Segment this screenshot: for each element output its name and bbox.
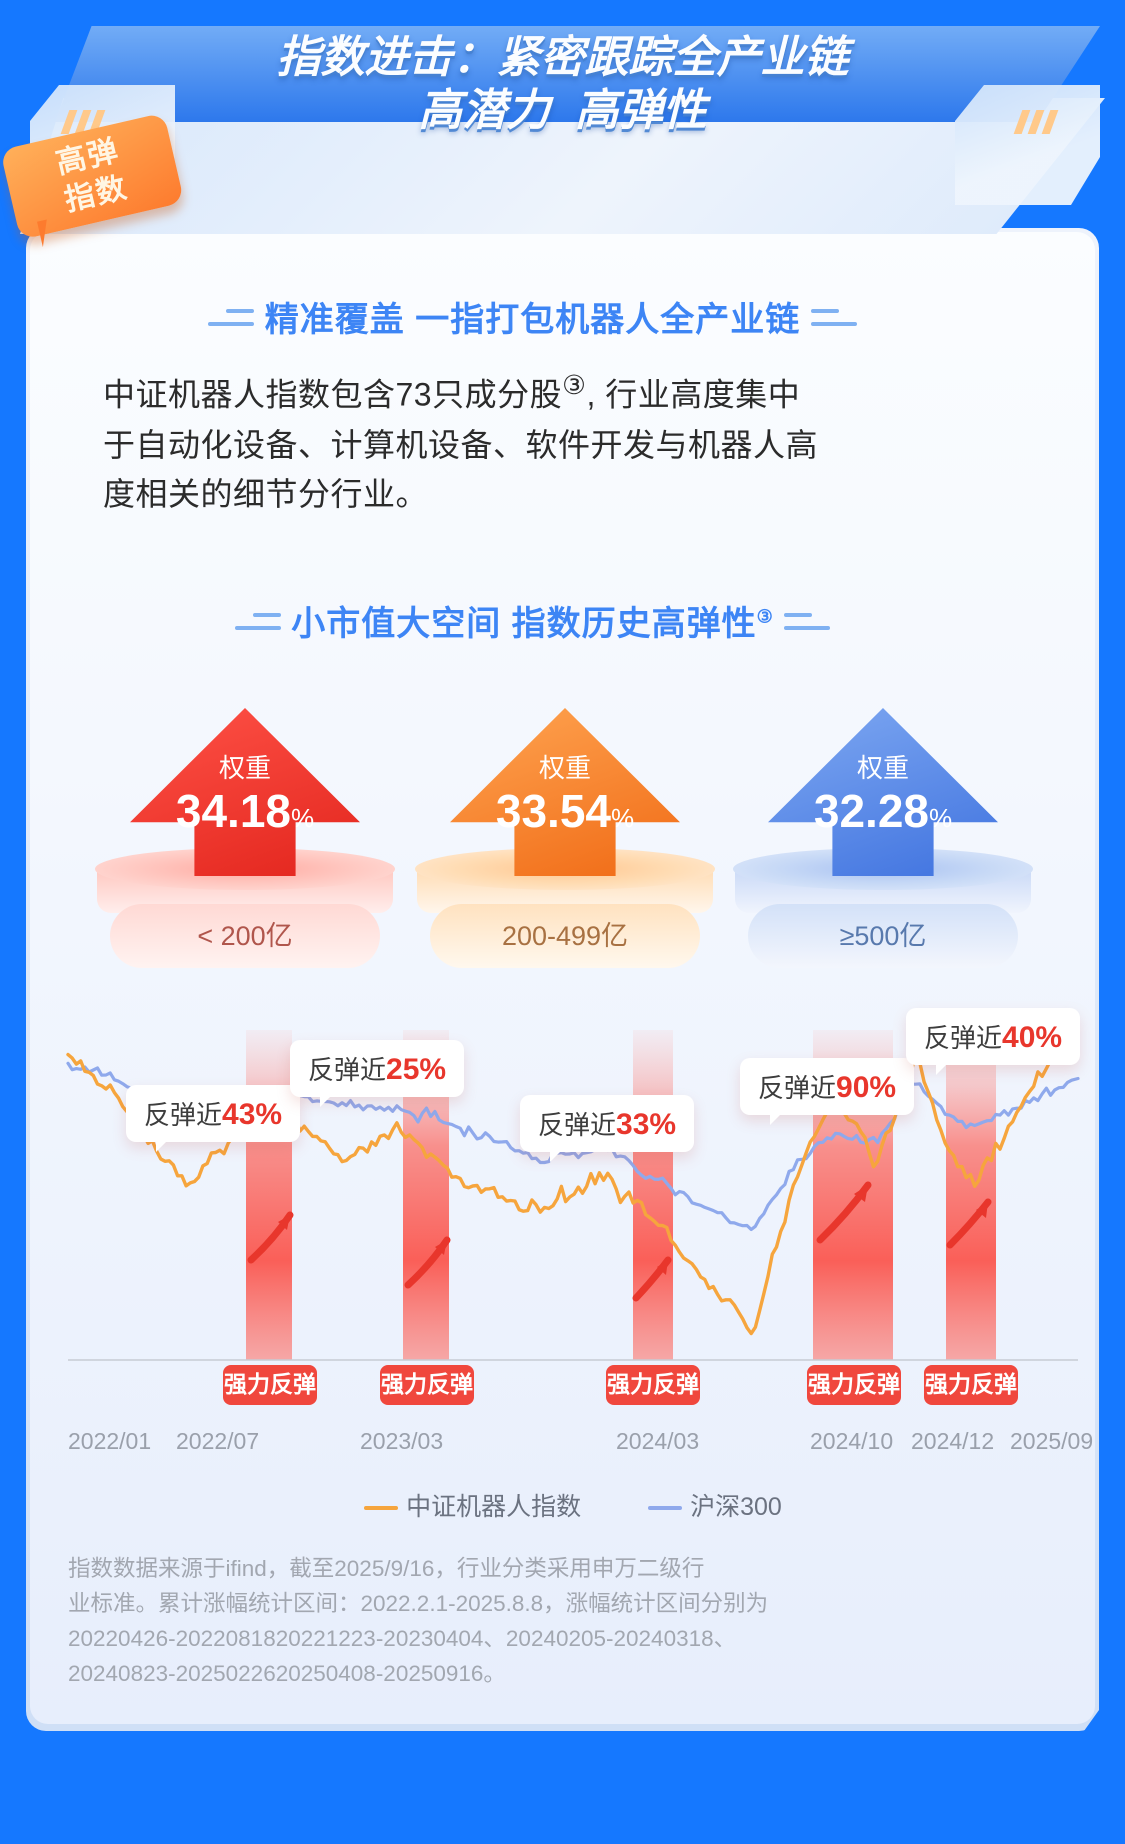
svg-text:强力反弹: 强力反弹	[925, 1371, 1017, 1397]
svg-text:强力反弹: 强力反弹	[808, 1371, 900, 1397]
svg-text:强力反弹: 强力反弹	[224, 1371, 316, 1397]
svg-text:强力反弹: 强力反弹	[381, 1371, 473, 1397]
svg-text:强力反弹: 强力反弹	[607, 1371, 699, 1397]
